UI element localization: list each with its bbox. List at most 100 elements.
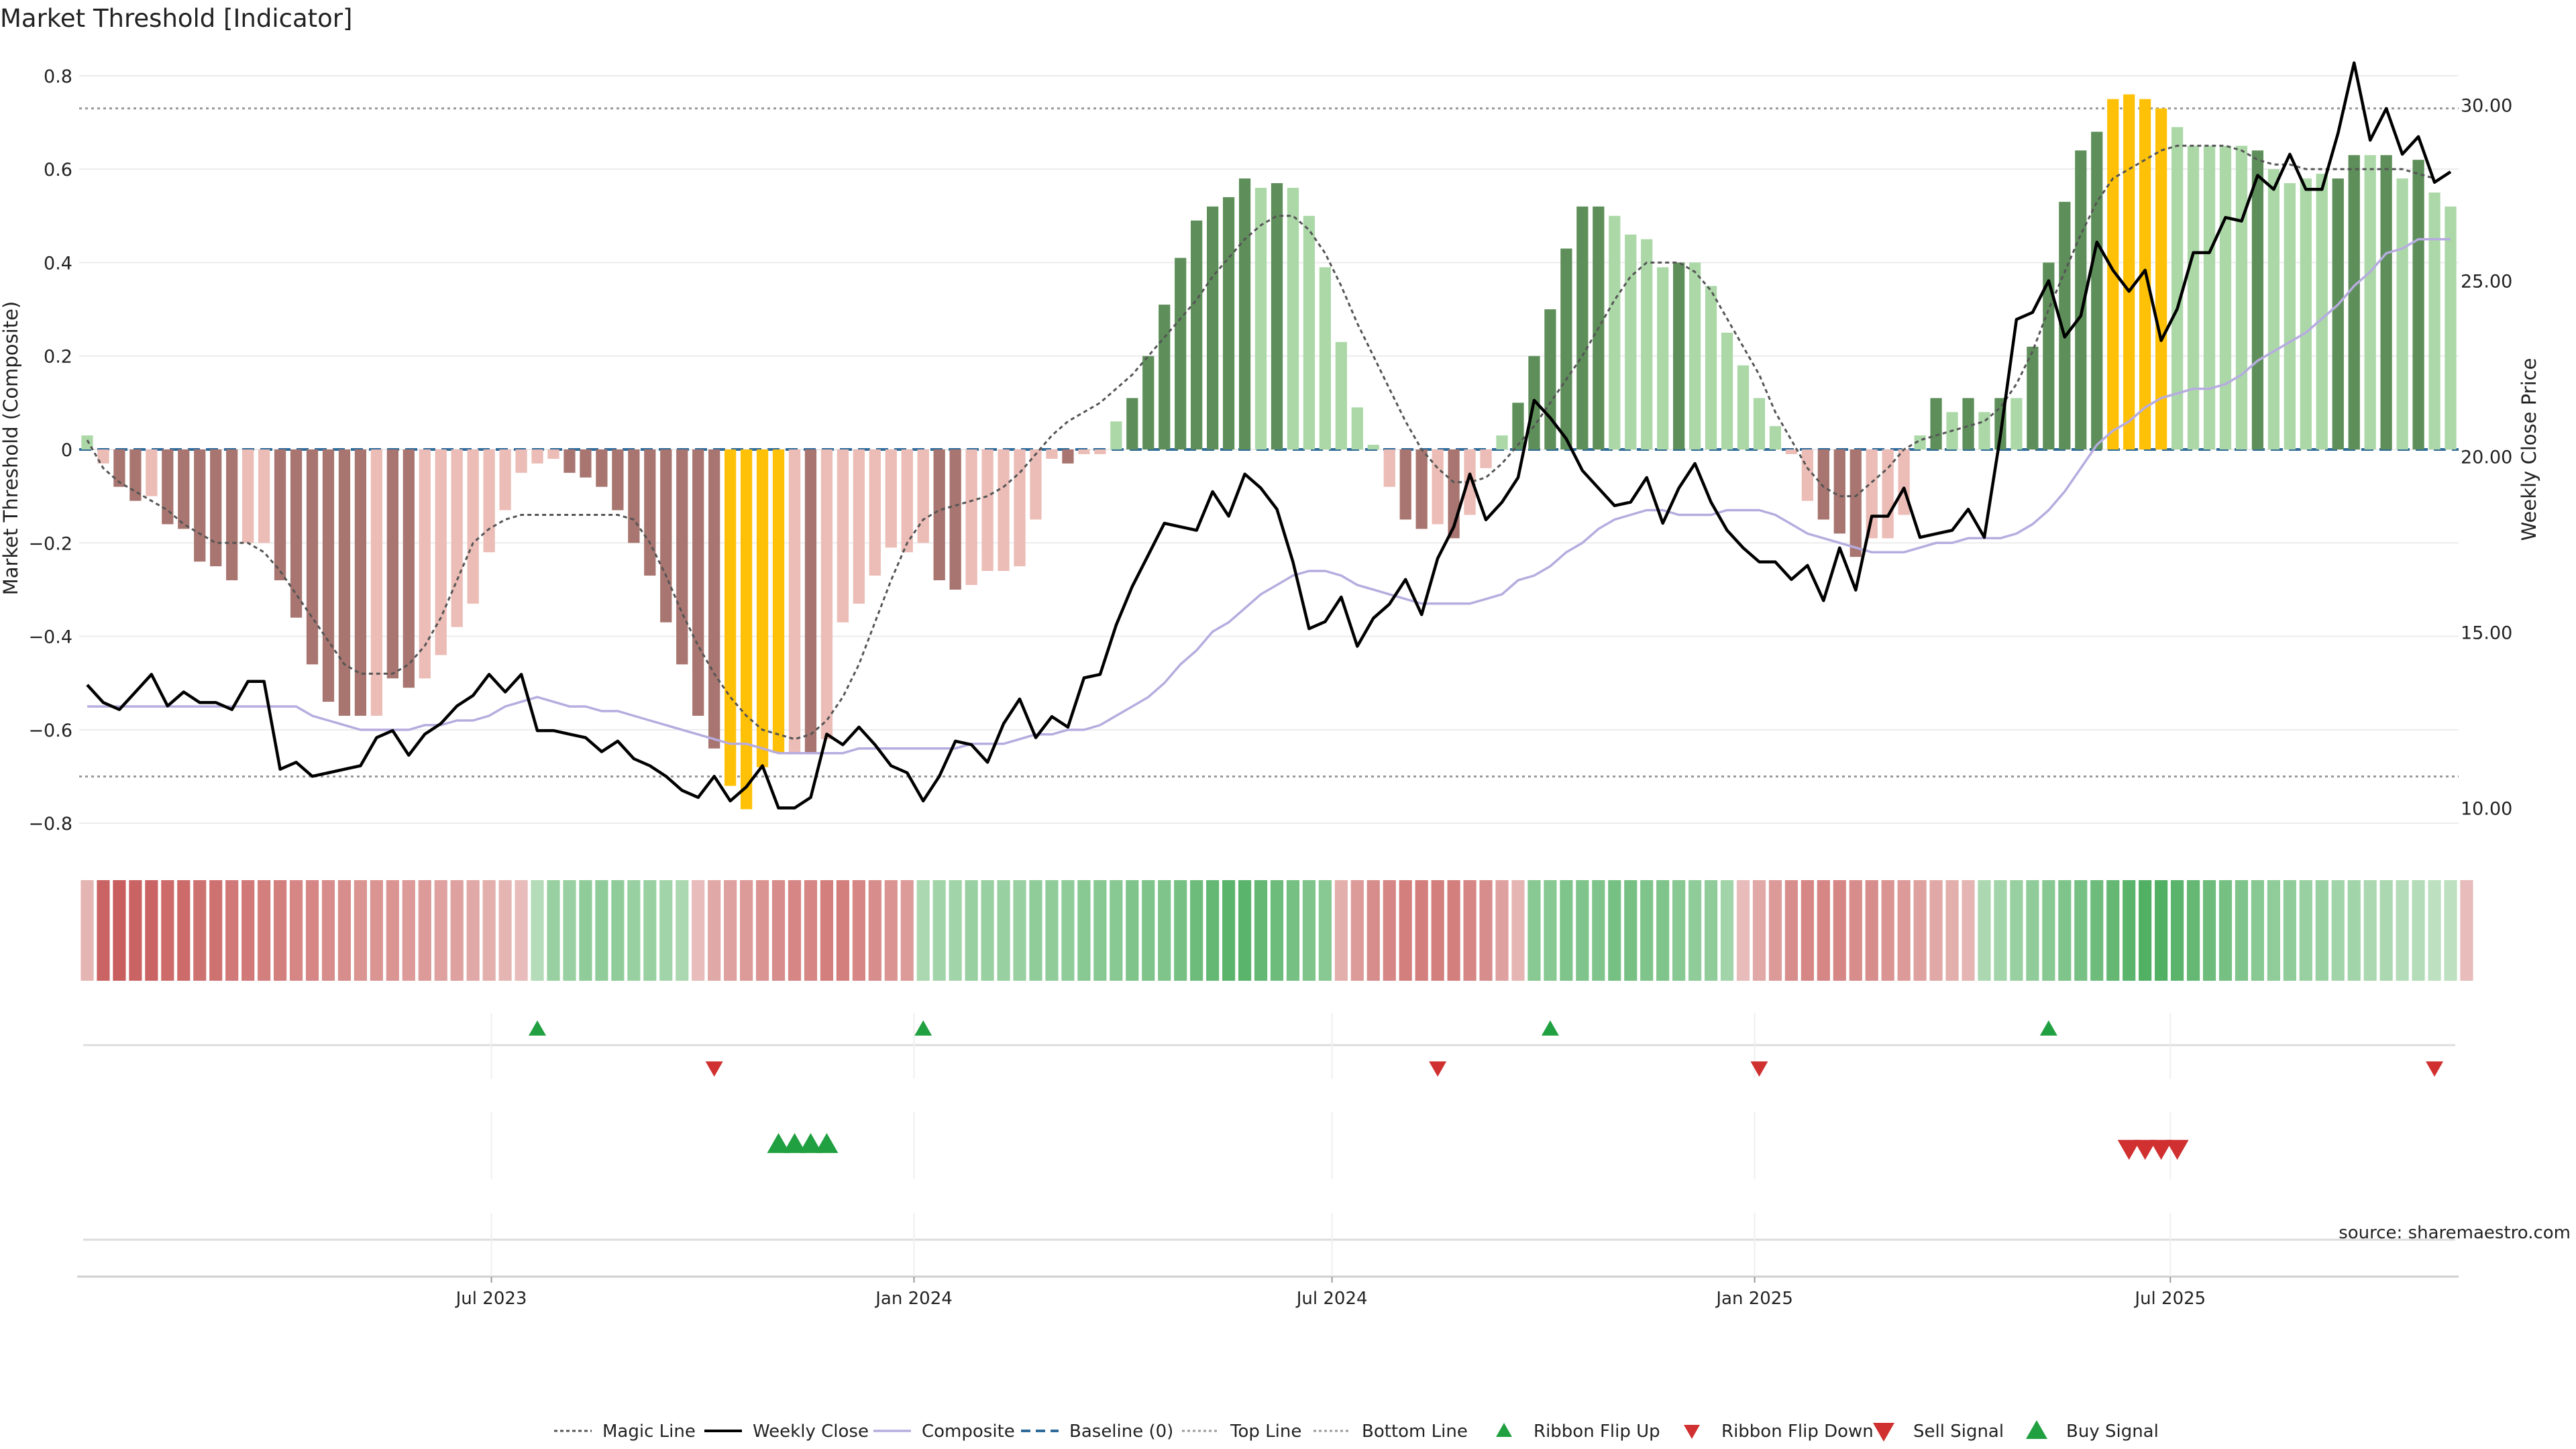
composite-bar bbox=[1817, 449, 1829, 520]
strip-cell bbox=[531, 880, 544, 981]
composite-bar bbox=[402, 449, 415, 688]
strip-cell bbox=[241, 880, 255, 981]
composite-bar bbox=[2364, 155, 2376, 450]
x-tick-label: Jul 2025 bbox=[2133, 1289, 2206, 1309]
strip-cell bbox=[2251, 880, 2265, 981]
strip-cell bbox=[209, 880, 223, 981]
strip-cell bbox=[2363, 880, 2377, 981]
strip-cell bbox=[788, 880, 802, 981]
legend-item-sell: Sell Signal bbox=[1873, 1421, 2004, 1442]
strip-cell bbox=[1350, 880, 1364, 981]
strip-cell bbox=[884, 880, 898, 981]
composite-bar bbox=[2445, 206, 2457, 449]
legend-label-flipdown: Ribbon Flip Down bbox=[1721, 1421, 1874, 1442]
composite-bar bbox=[2027, 346, 2039, 449]
composite-bar bbox=[1319, 267, 1332, 449]
composite-bar bbox=[1399, 449, 1411, 520]
composite-bar bbox=[162, 449, 174, 525]
strip-cell bbox=[354, 880, 367, 981]
composite-bar bbox=[1737, 365, 1750, 449]
composite-bar bbox=[226, 449, 238, 581]
composite-bar bbox=[820, 449, 833, 739]
composite-bar bbox=[1721, 332, 1733, 449]
strip-cell bbox=[145, 880, 158, 981]
legend-label-bottom: Bottom Line bbox=[1362, 1421, 1468, 1442]
composite-bar bbox=[2203, 146, 2216, 449]
ribbon-flip-down-marker bbox=[1429, 1061, 1447, 1077]
composite-bar bbox=[1576, 206, 1589, 449]
strip-cell bbox=[1704, 880, 1718, 981]
composite-bar bbox=[2284, 183, 2296, 449]
composite-bar bbox=[258, 449, 270, 543]
y-axis-label: Market Threshold (Composite) bbox=[0, 301, 22, 595]
y-tick-label: −0.2 bbox=[28, 533, 72, 554]
legend-item-buy: Buy Signal bbox=[2026, 1420, 2159, 1442]
strip-cell bbox=[692, 880, 705, 981]
ribbon-flip-down-marker bbox=[705, 1061, 723, 1077]
strip-cell bbox=[981, 880, 994, 981]
strip-cell bbox=[2235, 880, 2249, 981]
strip-cell bbox=[1978, 880, 1991, 981]
composite-bar bbox=[1415, 449, 1428, 529]
composite-bar bbox=[354, 449, 367, 716]
composite-bar bbox=[917, 449, 929, 543]
composite-bar bbox=[1238, 178, 1251, 449]
legend-label-close: Weekly Close bbox=[753, 1421, 869, 1442]
composite-bar bbox=[1673, 262, 1685, 449]
strip-cell bbox=[1302, 880, 1316, 981]
strip-cell bbox=[1061, 880, 1075, 981]
strip-cell bbox=[1447, 880, 1460, 981]
y-tick-label: −0.8 bbox=[28, 814, 72, 835]
chart-title: Market Threshold [Indicator] bbox=[0, 4, 352, 33]
composite-bar bbox=[81, 435, 93, 449]
strip-cell bbox=[804, 880, 818, 981]
strip-cell bbox=[1045, 880, 1059, 981]
strip-cell bbox=[1768, 880, 1782, 981]
strip-cell bbox=[1994, 880, 2007, 981]
strip-cell bbox=[659, 880, 673, 981]
strip-cell bbox=[1576, 880, 1589, 981]
strip-cell bbox=[1093, 880, 1107, 981]
strip-cell bbox=[1286, 880, 1300, 981]
composite-bar bbox=[1978, 412, 1990, 449]
strip-cell bbox=[2155, 880, 2168, 981]
composite-bar bbox=[901, 449, 913, 553]
strip-cell bbox=[1190, 880, 1203, 981]
composite-bar bbox=[644, 449, 656, 576]
y-tick-label: 0.6 bbox=[44, 160, 72, 180]
strip-cell bbox=[2058, 880, 2072, 981]
strip-cell bbox=[932, 880, 946, 981]
y2-tick-label: 30.00 bbox=[2461, 96, 2512, 117]
legend-item-magic: Magic Line bbox=[554, 1421, 696, 1442]
legend-label-composite: Composite bbox=[922, 1421, 1015, 1442]
composite-bar bbox=[1303, 215, 1316, 449]
composite-bar bbox=[1367, 445, 1379, 449]
composite-bar bbox=[1078, 449, 1090, 454]
sell-signal-marker bbox=[2133, 1140, 2157, 1160]
strip-cell bbox=[2347, 880, 2361, 981]
composite-bar bbox=[1625, 234, 1637, 449]
strip-cell bbox=[2283, 880, 2296, 981]
composite-bar bbox=[1962, 398, 1974, 449]
strip-cell bbox=[2444, 880, 2457, 981]
composite-bar bbox=[515, 449, 527, 473]
composite-bar bbox=[338, 449, 351, 716]
strip-cell bbox=[1174, 880, 1187, 981]
composite-bar bbox=[2107, 99, 2119, 449]
strip-cell bbox=[1801, 880, 1814, 981]
x-tick-label: Jan 2024 bbox=[874, 1289, 953, 1309]
strip-cell bbox=[1383, 880, 1396, 981]
composite-bar bbox=[837, 449, 849, 623]
composite-bar bbox=[467, 449, 479, 604]
composite-bar bbox=[1030, 449, 1042, 520]
composite-bar bbox=[804, 449, 817, 753]
y2-tick-label: 20.00 bbox=[2461, 447, 2512, 468]
strip-cell bbox=[997, 880, 1010, 981]
strip-cell bbox=[80, 880, 94, 981]
ribbon-flip-up-marker bbox=[1541, 1020, 1559, 1036]
y-tick-label: 0.2 bbox=[44, 347, 72, 368]
strip-cell bbox=[434, 880, 447, 981]
strip-cell bbox=[1318, 880, 1332, 981]
strip-cell bbox=[1720, 880, 1734, 981]
strip-cell bbox=[755, 880, 769, 981]
